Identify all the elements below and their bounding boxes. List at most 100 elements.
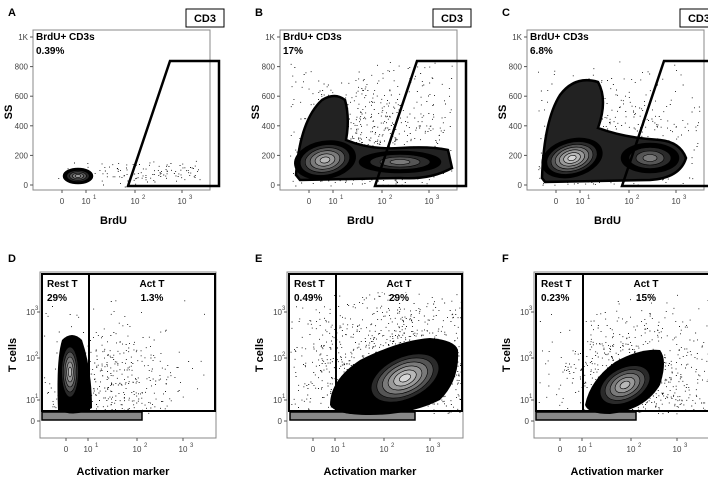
x-tick-label: 10 [425, 197, 434, 206]
y-tick-exponent: 2 [529, 352, 533, 358]
x-tick-exponent: 2 [638, 443, 642, 449]
panel-c-events [538, 61, 701, 187]
y-axis-label: SS [3, 105, 15, 120]
x-tick-label: 10 [329, 197, 338, 206]
act-t-percent: 15% [636, 293, 656, 304]
channel-label: CD3 [688, 13, 708, 25]
x-tick-exponent: 1 [340, 195, 344, 201]
y-tick-label: 0 [24, 181, 29, 190]
y-tick-label: 400 [509, 122, 523, 131]
panel-d-events [41, 284, 205, 421]
channel-box [679, 8, 708, 28]
y-tick-label: 10 [273, 308, 282, 317]
y-tick-label: 10 [273, 396, 282, 405]
density-contour [319, 156, 331, 164]
x-tick-label: 0 [64, 445, 69, 454]
y-tick-label: 600 [15, 92, 29, 101]
act-t-gate [335, 273, 463, 412]
gate-rectangles: Rest T 0.23% Act T 15% [535, 273, 708, 412]
x-tick-label: 10 [426, 445, 435, 454]
y-tick-exponent: 3 [35, 306, 39, 312]
y-tick-label: 1K [512, 33, 522, 42]
y-tick-label: 800 [509, 63, 523, 72]
gate-percent: 17% [283, 46, 303, 57]
gate-rectangles: Rest T 0.49% Act T 29% [288, 273, 463, 412]
act-t-label: Act T [140, 279, 165, 290]
gate-trapezoid [373, 59, 468, 188]
x-axis-label: Activation marker [571, 466, 665, 478]
gate-outline [620, 59, 708, 188]
x-axis-label: Activation marker [77, 466, 171, 478]
y-tick-label: 800 [15, 63, 29, 72]
density-contour [68, 366, 72, 378]
x-tick-exponent: 3 [437, 443, 441, 449]
act-t-percent: 1.3% [141, 293, 164, 304]
gate-label-bg [91, 276, 213, 292]
x-tick-exponent: 3 [190, 443, 194, 449]
act-t-percent: 29% [389, 293, 409, 304]
x-tick-label: 0 [60, 197, 65, 206]
density-contour [389, 159, 411, 165]
gate-label-bg [585, 276, 707, 292]
x-tick-label: 10 [576, 197, 585, 206]
density-contour [642, 154, 658, 162]
act-t-label: Act T [634, 279, 659, 290]
channel-label: CD3 [194, 13, 216, 25]
baseline-band [41, 411, 143, 421]
channel-label: CD3 [441, 13, 463, 25]
y-tick-label: 10 [26, 396, 35, 405]
y-tick-label: 0 [525, 417, 530, 426]
y-tick-label: 1K [265, 33, 275, 42]
x-tick-label: 0 [311, 445, 316, 454]
gate-rectangles: Rest T 29% Act T 1.3% [41, 273, 216, 412]
x-tick-exponent: 3 [189, 195, 193, 201]
y-tick-label: 200 [509, 151, 523, 160]
act-t-label: Act T [387, 279, 412, 290]
y-tick-label: 10 [26, 354, 35, 363]
y-axis-label: T cells [7, 338, 19, 372]
rest-t-percent: 0.49% [294, 293, 322, 304]
x-tick-label: 10 [84, 445, 93, 454]
density-contour [399, 373, 411, 383]
x-tick-exponent: 1 [342, 443, 346, 449]
gate-trapezoid [126, 59, 221, 188]
panel-letter: B [255, 7, 263, 19]
x-tick-label: 10 [627, 445, 636, 454]
y-tick-label: 1K [18, 33, 28, 42]
x-tick-label: 10 [131, 197, 140, 206]
x-axis-label: BrdU [347, 215, 374, 227]
panel-letter: D [8, 253, 16, 265]
x-tick-exponent: 2 [389, 195, 393, 201]
gate-label-bg [291, 276, 333, 306]
y-tick-exponent: 3 [529, 306, 533, 312]
x-tick-label: 10 [578, 445, 587, 454]
y-axis-label: SS [497, 105, 509, 120]
x-tick-exponent: 1 [95, 443, 99, 449]
y-tick-exponent: 1 [529, 394, 533, 400]
y-tick-exponent: 2 [282, 352, 286, 358]
gate-label-bg [44, 276, 86, 306]
x-tick-exponent: 3 [683, 195, 687, 201]
y-tick-label: 10 [520, 396, 529, 405]
channel-box [185, 8, 225, 28]
x-tick-label: 10 [133, 445, 142, 454]
y-tick-exponent: 2 [35, 352, 39, 358]
panel-letter: E [255, 253, 262, 265]
y-tick-label: 200 [15, 151, 29, 160]
x-axis-label: BrdU [594, 215, 621, 227]
y-tick-label: 0 [31, 417, 36, 426]
x-tick-exponent: 2 [144, 443, 148, 449]
y-tick-label: 400 [15, 122, 29, 131]
y-tick-label: 600 [262, 92, 276, 101]
x-tick-exponent: 1 [587, 195, 591, 201]
gate-name: BrdU+ CD3s [283, 32, 342, 43]
y-axis-label: T cells [254, 338, 266, 372]
rest-t-percent: 29% [47, 293, 67, 304]
density-contour [74, 174, 82, 178]
y-tick-label: 600 [509, 92, 523, 101]
y-tick-label: 10 [520, 308, 529, 317]
y-tick-exponent: 3 [282, 306, 286, 312]
y-tick-label: 0 [271, 181, 276, 190]
